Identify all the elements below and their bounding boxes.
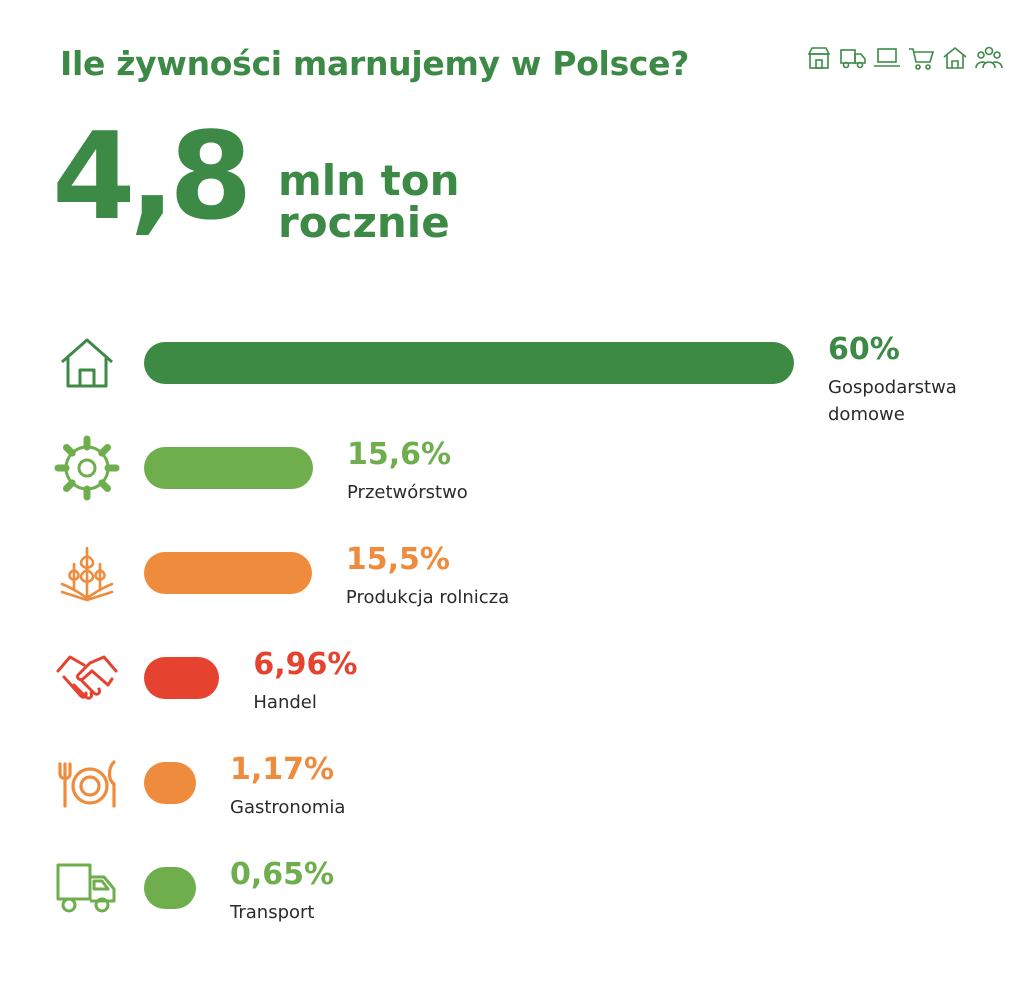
page-title: Ile żywności marnujemy w Polsce? <box>60 44 690 83</box>
waste-share-chart: 60% Gospodarstwa domowe 15,6% Przetwórstwo 1… <box>0 330 1024 970</box>
bar-category-label: Przetwórstwo <box>347 482 468 503</box>
headline-value: 4,8 <box>52 108 253 247</box>
chart-row: 60% Gospodarstwa domowe <box>0 330 1024 430</box>
chart-bar <box>144 762 196 804</box>
bar-category-label: Gastronomia <box>230 797 346 818</box>
bar-value-label: 0,65% <box>230 857 335 892</box>
laptop-icon <box>872 44 902 72</box>
bar-value-label: 60% <box>828 332 900 367</box>
house-icon <box>940 44 970 72</box>
gear-icon <box>54 435 120 501</box>
chart-row: 15,6% Przetwórstwo <box>0 435 1024 535</box>
bar-value-label: 15,6% <box>347 437 452 472</box>
chart-row: 0,65% Transport <box>0 855 1024 955</box>
truck-icon <box>838 44 868 72</box>
chart-bar <box>144 867 196 909</box>
chart-row: 6,96% Handel <box>0 645 1024 745</box>
chart-bar <box>144 552 312 594</box>
people-icon <box>974 44 1004 72</box>
chart-bar <box>144 447 313 489</box>
bar-value-label: 6,96% <box>253 647 358 682</box>
bar-category-label: Gospodarstwa domowe <box>828 377 957 425</box>
headline-unit-line1: mln ton <box>278 156 460 205</box>
chart-row: 15,5% Produkcja rolnicza <box>0 540 1024 640</box>
truck-icon <box>54 855 120 921</box>
bar-category-label: Handel <box>253 692 317 713</box>
top-icon-strip <box>804 44 1004 72</box>
chart-bar <box>144 657 220 699</box>
wheat-icon <box>54 540 120 606</box>
bar-category-label: Produkcja rolnicza <box>345 587 510 608</box>
headline-unit: mln ton rocznie <box>278 160 460 244</box>
bar-category-label: Transport <box>230 902 315 923</box>
handshake-icon <box>54 645 120 711</box>
cart-icon <box>906 44 936 72</box>
chart-row: 1,17% Gastronomia <box>0 750 1024 850</box>
bar-value-label: 1,17% <box>230 752 335 787</box>
store-icon <box>804 44 834 72</box>
chart-bar <box>144 342 794 384</box>
bar-value-label: 15,5% <box>345 542 450 577</box>
headline-unit-line2: rocznie <box>278 198 450 247</box>
house-icon <box>54 330 120 396</box>
cutlery-icon <box>54 750 120 816</box>
